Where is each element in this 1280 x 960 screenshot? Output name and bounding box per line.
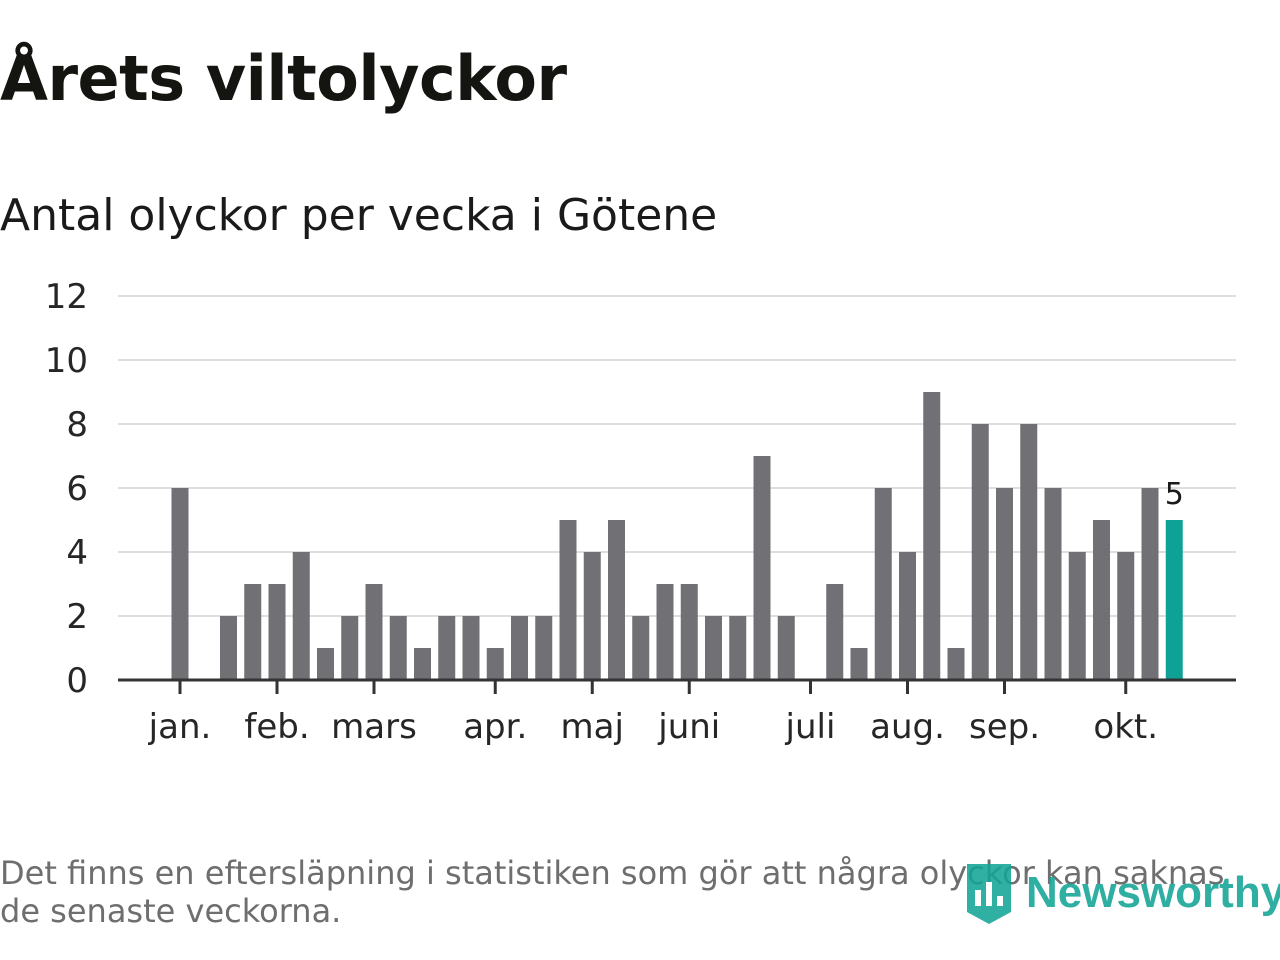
bar [1044,488,1062,680]
data-label-highlight: 5 [1165,477,1184,512]
bar [268,584,286,680]
bar [535,616,553,680]
newsworthy-logo: Newsworthy [964,858,1280,928]
newsworthy-logo-icon [967,864,1011,924]
y-tick-label: 10 [45,341,88,381]
bar [220,616,237,680]
gridlines [118,295,1236,617]
bar [389,616,407,680]
bar-chart: 0 2 4 6 8 10 12 jan. feb. mars apr. maj juni juli aug… [45,277,1236,747]
y-tick-label: 0 [66,661,88,701]
bar [971,424,989,680]
bar [365,584,383,680]
bar [1068,552,1086,680]
bar [996,488,1013,680]
y-tick-label: 4 [66,533,88,573]
bar [753,456,771,680]
x-tick-label: okt. [1093,707,1158,747]
bar [729,616,747,680]
bar [462,616,480,680]
footnote: Det finns en eftersläpning i statistiken… [0,854,1225,930]
bar [559,520,577,680]
y-tick-label: 8 [66,405,88,445]
y-tick-label: 6 [66,469,88,509]
bar [826,584,844,680]
bar [608,520,625,680]
bar [899,552,916,680]
bar [1117,552,1135,680]
bar [244,584,262,680]
x-tick-label: feb. [244,707,309,747]
y-axis-ticks: 0 2 4 6 8 10 12 [45,277,88,701]
bar [317,648,334,680]
bar [947,648,965,680]
bar [656,584,674,680]
bar [292,552,310,680]
x-tick-label: apr. [463,707,527,747]
x-tick-label: juli [785,707,836,747]
bars [171,392,1183,680]
bar [414,648,431,680]
bar [511,616,528,680]
chart-subtitle: Antal olyckor per vecka i Götene [0,190,718,241]
bar [438,616,456,680]
y-tick-label: 12 [45,277,88,317]
x-tick-label: juni [657,707,720,747]
bar-highlight [1165,520,1183,680]
x-tick-label: mars [331,707,417,747]
bar [874,488,892,680]
x-tick-label: aug. [870,707,945,747]
x-tick-label: maj [561,707,624,747]
x-axis-ticks: jan. feb. mars apr. maj juni juli aug. sep. okt. [148,680,1158,747]
bar [1093,520,1110,680]
bar [850,648,868,680]
bar [583,552,601,680]
bar [923,392,941,680]
bar [171,488,189,680]
bar [680,584,698,680]
bar [777,616,795,680]
chart-title: Årets viltolyckor [0,42,567,115]
x-tick-label: sep. [969,707,1040,747]
bar [705,616,722,680]
bar [632,616,650,680]
data-labels: 5 [1165,477,1184,512]
y-tick-label: 2 [66,597,88,637]
bar [341,616,359,680]
brand-name: Newsworthy [1026,868,1280,917]
bar [1020,424,1038,680]
bar [486,648,504,680]
x-tick-label: jan. [148,707,212,747]
bar [1141,488,1159,680]
